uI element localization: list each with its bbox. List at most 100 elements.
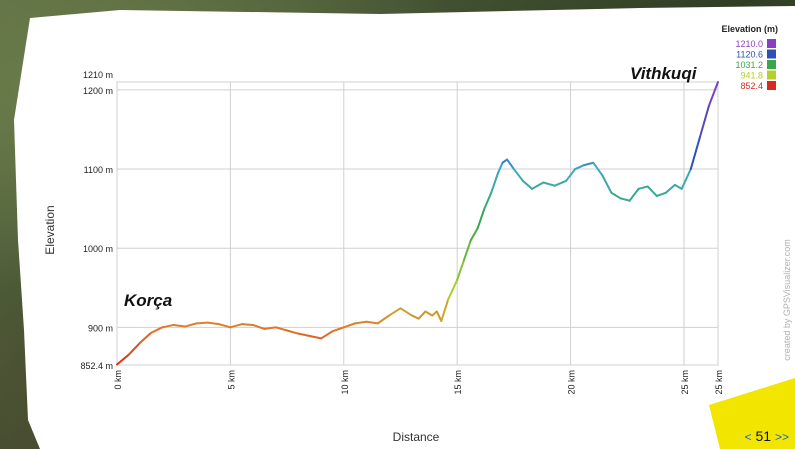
y-tick-label: 852.4 m (80, 361, 113, 371)
line-segment (583, 161, 595, 167)
line-segment (521, 179, 534, 190)
line-segment (490, 172, 500, 194)
line-segment (553, 179, 568, 187)
legend-swatch (767, 49, 776, 59)
x-tick-labels: 0 km 5 km 10 km 15 km 20 km 25 km 25 km (113, 370, 724, 395)
page-number-value: 51 (755, 428, 772, 444)
legend-swatch (767, 39, 776, 48)
y-tick-label: 1200 m (83, 86, 113, 96)
line-segment (417, 310, 427, 320)
y-axis-title: Elevation (43, 205, 57, 254)
line-segment (531, 181, 545, 190)
line-segment (127, 342, 141, 357)
legend-label: 1120.6 (736, 50, 763, 60)
line-segment (512, 168, 524, 182)
line-segment (116, 354, 130, 366)
line-segment (664, 183, 676, 194)
line-segment (440, 298, 450, 322)
line-segment (506, 158, 515, 171)
label-korca: Korça (124, 291, 172, 310)
line-segment (252, 323, 266, 330)
line-segment (240, 323, 255, 326)
line-segment (610, 191, 622, 200)
line-segment (435, 310, 443, 322)
watermark: created by GPSVisualizer.com (782, 239, 792, 360)
line-segment (680, 168, 692, 190)
legend-swatch (767, 70, 776, 80)
line-segment (456, 259, 465, 281)
legend-swatch (767, 81, 776, 90)
line-segment (698, 104, 710, 139)
line-segment (399, 307, 413, 317)
page-number: < 51 >> (745, 428, 789, 444)
line-segment (542, 181, 556, 187)
line-segment (388, 307, 402, 317)
line-segment (424, 310, 434, 317)
line-segment (689, 136, 701, 171)
line-segment (308, 335, 323, 340)
x-tick-label: 15 km (453, 370, 463, 395)
line-segment (161, 323, 175, 329)
x-tick-label: 25 km (714, 370, 724, 395)
line-segment (218, 323, 232, 329)
line-segment (138, 331, 153, 345)
page-corner-tab (709, 378, 795, 449)
line-segment (184, 322, 198, 328)
line-segment (469, 227, 479, 242)
grid-lines (116, 81, 719, 366)
line-segment (342, 322, 357, 329)
line-segment (263, 326, 277, 330)
x-tick-label: 5 km (226, 370, 236, 390)
legend-label: 1031.2 (735, 60, 763, 70)
line-segment (376, 314, 391, 325)
y-tick-label: 1100 m (84, 165, 113, 175)
y-tick-label: 900 m (88, 323, 113, 333)
line-segment (707, 81, 719, 107)
line-segment (601, 174, 613, 194)
line-segment (673, 183, 683, 190)
line-segment (619, 197, 631, 202)
legend-swatch (767, 60, 776, 69)
y-tick-label: 1000 m (83, 244, 113, 254)
y-tick-label: 1210 m (83, 70, 113, 80)
line-segment (497, 161, 504, 175)
legend-label: 1210.0 (735, 39, 763, 49)
label-vithkuqi: Vithkuqi (630, 64, 698, 83)
line-segment (565, 168, 577, 182)
line-segment (462, 239, 472, 262)
line-segment (655, 191, 667, 197)
x-tick-label: 20 km (567, 370, 577, 395)
line-segment (592, 161, 604, 177)
line-segment (447, 278, 459, 301)
line-segment (172, 323, 187, 328)
line-segment (274, 326, 289, 332)
line-segment (476, 207, 486, 230)
legend: Elevation (m) 1210.01120.61031.2941.8852… (721, 24, 778, 91)
elevation-line (116, 81, 719, 366)
line-segment (646, 185, 658, 197)
y-tick-labels: 852.4 m 900 m 1000 m 1100 m 1200 m 1210 m (80, 70, 113, 371)
line-segment (229, 323, 243, 329)
line-segment (483, 191, 493, 210)
x-axis-title: Distance (393, 430, 440, 444)
x-tick-label: 10 km (340, 370, 350, 395)
line-segment (320, 330, 334, 340)
next-page-arrow[interactable]: >> (774, 430, 789, 444)
line-segment (354, 320, 368, 325)
legend-label: 852.4 (740, 81, 763, 91)
line-segment (150, 326, 164, 334)
x-tick-label: 25 km (680, 370, 690, 395)
line-segment (286, 329, 300, 335)
line-segment (206, 321, 221, 326)
line-segment (297, 332, 311, 338)
line-segment (331, 326, 345, 333)
line-segment (365, 320, 379, 325)
line-segment (195, 321, 209, 325)
legend-label: 941.8 (740, 71, 763, 81)
prev-page-arrow[interactable]: < (744, 430, 752, 444)
line-segment (574, 164, 586, 171)
legend-title: Elevation (m) (721, 24, 778, 34)
line-segment (637, 185, 649, 190)
line-segment (628, 187, 640, 202)
